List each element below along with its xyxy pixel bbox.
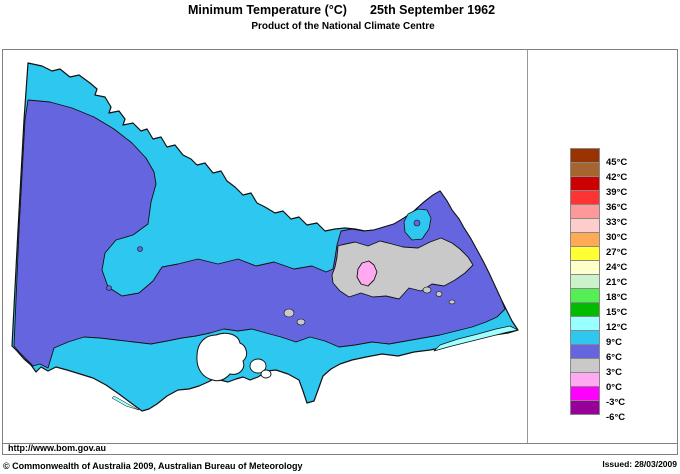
legend-label: 24°C: [606, 262, 628, 273]
legend-swatch: [570, 316, 600, 331]
page-subtitle: Product of the National Climate Centre: [251, 21, 435, 32]
region-9-12c-east: [433, 325, 519, 352]
legend-swatch: [570, 218, 600, 233]
copyright-text: © Commonwealth of Australia 2009, Austra…: [3, 461, 303, 471]
legend-label: -3°C: [606, 397, 626, 408]
legend-label: 9°C: [606, 337, 622, 348]
legend-label: 30°C: [606, 232, 628, 243]
legend-swatch: [570, 302, 600, 317]
legend-swatch: [570, 246, 600, 261]
legend-label: 21°C: [606, 277, 628, 288]
legend-label: 36°C: [606, 202, 628, 213]
legend-label: 27°C: [606, 247, 628, 258]
legend-swatch: [570, 148, 600, 163]
region-3-6c-dot: [413, 219, 421, 227]
legend-swatch: [570, 162, 600, 177]
bom-url: http://www.bom.gov.au: [8, 443, 106, 453]
legend-label: 15°C: [606, 307, 628, 318]
legend-label: 42°C: [606, 172, 628, 183]
legend-swatch: [570, 274, 600, 289]
region-minus3-0c: [356, 260, 378, 287]
region-3-6c: [13, 99, 506, 369]
legend-swatch: [570, 386, 600, 401]
region-0-3c-island: [296, 318, 306, 326]
legend-swatch: [570, 372, 600, 387]
legend-label: 3°C: [606, 367, 622, 378]
legend-label: 39°C: [606, 187, 628, 198]
legend-label: 0°C: [606, 382, 622, 393]
port-phillip-bay: [196, 332, 248, 382]
legend-swatch: [570, 232, 600, 247]
legend-swatch: [570, 330, 600, 345]
map-frame: [2, 49, 678, 455]
legend-swatch: [570, 204, 600, 219]
legend-swatch: [570, 176, 600, 191]
legend-label: 33°C: [606, 217, 628, 228]
legend-label: 6°C: [606, 352, 622, 363]
legend-swatch: [570, 400, 600, 415]
legend-label: 12°C: [606, 322, 628, 333]
legend-swatch: [570, 190, 600, 205]
region-3-6c-dot: [137, 246, 143, 252]
legend-label: 45°C: [606, 157, 628, 168]
issued-date: Issued: 28/03/2009: [602, 459, 677, 469]
region-3-6c-dot: [106, 285, 112, 291]
legend-label: 18°C: [606, 292, 628, 303]
legend-swatch: [570, 288, 600, 303]
westernport-bay: [249, 358, 267, 374]
region-0-3c-island: [448, 299, 456, 305]
westernport-bay-arm: [260, 369, 272, 379]
page-title-date: 25th September 1962: [370, 3, 496, 17]
legend-label: -6°C: [606, 412, 626, 423]
region-0-3c-island: [435, 291, 443, 297]
region-0-3c-island: [422, 286, 432, 294]
page-title-variable: Minimum Temperature (°C): [188, 3, 347, 17]
legend-swatch: [570, 344, 600, 359]
legend-swatch: [570, 358, 600, 373]
region-9-12c-otway: [111, 395, 140, 411]
region-0-3c-island: [283, 308, 295, 318]
legend-swatch: [570, 260, 600, 275]
legend-colorbar: [570, 148, 600, 415]
